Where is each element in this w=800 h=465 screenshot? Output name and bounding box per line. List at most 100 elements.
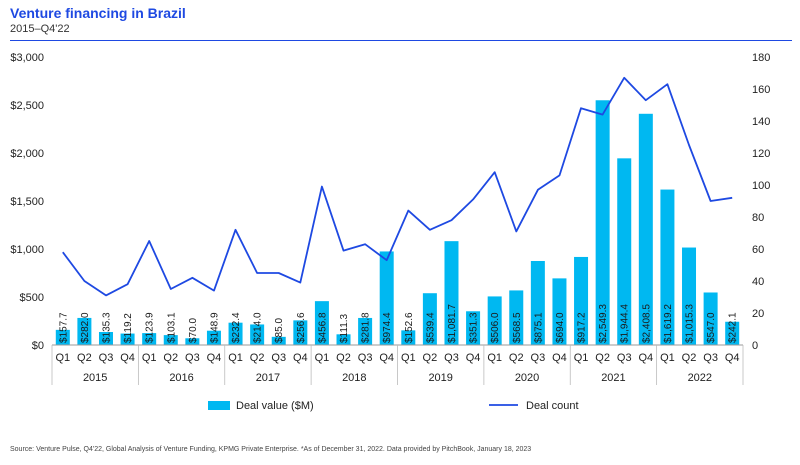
y-right-tick-label: 180 bbox=[752, 52, 770, 64]
x-tick-label: Q1 bbox=[401, 352, 416, 364]
x-tick-label: Q2 bbox=[77, 352, 92, 364]
y-left-tick-label: $2,000 bbox=[10, 148, 44, 160]
x-tick-label: Q4 bbox=[552, 352, 567, 364]
bar-value-label: $157.7 bbox=[58, 312, 69, 343]
bar bbox=[638, 113, 653, 345]
bar bbox=[422, 293, 437, 345]
bar-value-label: $103.1 bbox=[166, 312, 177, 343]
deal-count-line bbox=[62, 76, 733, 297]
legend-swatch-deal-value bbox=[208, 401, 230, 410]
bar bbox=[358, 317, 373, 345]
title-divider bbox=[10, 40, 792, 41]
bar-value-label: $506.0 bbox=[490, 312, 501, 343]
y-right-tick-label: 60 bbox=[752, 244, 764, 256]
bar-value-label: $123.9 bbox=[145, 312, 156, 343]
x-tick-label: Q1 bbox=[55, 352, 70, 364]
year-label: 2017 bbox=[256, 372, 280, 384]
bar-value-label: $1,619.2 bbox=[663, 304, 674, 343]
x-tick-label: Q4 bbox=[466, 352, 481, 364]
line-layer bbox=[62, 76, 733, 297]
x-tick-label: Q3 bbox=[185, 352, 200, 364]
y-right-tick-label: 20 bbox=[752, 308, 764, 320]
source-note: Source: Venture Pulse, Q4'22, Global Ana… bbox=[10, 446, 532, 453]
x-tick-label: Q2 bbox=[250, 352, 265, 364]
y-right-tick-label: 140 bbox=[752, 116, 770, 128]
bar-value-label: $539.4 bbox=[425, 312, 436, 343]
bar-value-label: $242.1 bbox=[728, 312, 739, 343]
year-label: 2015 bbox=[83, 372, 107, 384]
y-right-tick-label: 80 bbox=[752, 212, 764, 224]
bar-value-label: $547.0 bbox=[706, 312, 717, 343]
x-tick-label: Q4 bbox=[207, 352, 222, 364]
bar-value-label: $568.5 bbox=[512, 312, 523, 343]
x-tick-label: Q2 bbox=[163, 352, 178, 364]
bar bbox=[595, 100, 610, 345]
x-tick-label: Q1 bbox=[574, 352, 589, 364]
bar-value-label: $282.0 bbox=[80, 312, 91, 343]
bar-value-label: $694.0 bbox=[555, 312, 566, 343]
bar-value-label: $85.0 bbox=[274, 318, 285, 343]
bar bbox=[530, 260, 545, 345]
bar bbox=[552, 278, 567, 345]
bar bbox=[574, 256, 589, 345]
bar bbox=[401, 330, 416, 345]
chart-title: Venture financing in Brazil bbox=[10, 5, 186, 21]
bar-value-label: $256.6 bbox=[296, 312, 307, 343]
x-tick-label: Q4 bbox=[638, 352, 653, 364]
bar-value-label: $70.0 bbox=[188, 318, 199, 343]
bar-value-label: $1,944.4 bbox=[620, 304, 631, 343]
x-tick-label: Q3 bbox=[617, 352, 632, 364]
legend-label-deal-count: Deal count bbox=[526, 400, 579, 412]
bar bbox=[617, 158, 632, 345]
axes-layer: $0 $500 $1,000 $1,500 $2,000 $2,500 $3,000 0 20 4… bbox=[10, 52, 770, 385]
bar-value-label: $2,408.5 bbox=[641, 304, 652, 343]
y-right-tick-label: 160 bbox=[752, 84, 770, 96]
x-tick-label: Q1 bbox=[228, 352, 243, 364]
bar bbox=[98, 332, 113, 345]
bar bbox=[293, 320, 308, 345]
bar bbox=[120, 333, 135, 345]
year-label: 2018 bbox=[342, 372, 366, 384]
bar-value-label: $135.3 bbox=[101, 312, 112, 343]
bar bbox=[336, 334, 351, 345]
x-tick-label: Q2 bbox=[595, 352, 610, 364]
bar bbox=[314, 301, 329, 345]
chart-subtitle: 2015–Q4'22 bbox=[10, 23, 70, 35]
year-label: 2022 bbox=[688, 372, 712, 384]
x-tick-label: Q4 bbox=[725, 352, 740, 364]
bar bbox=[77, 317, 92, 345]
bar-value-label: $281.8 bbox=[361, 312, 372, 343]
bar bbox=[142, 333, 157, 345]
x-tick-label: Q1 bbox=[660, 352, 675, 364]
bar bbox=[509, 290, 524, 345]
bar bbox=[379, 251, 394, 345]
x-tick-label: Q3 bbox=[358, 352, 373, 364]
bar bbox=[250, 324, 265, 345]
x-tick-label: Q1 bbox=[315, 352, 330, 364]
bar-value-label: $1,081.7 bbox=[447, 304, 458, 343]
legend: Deal value ($M) Deal count bbox=[208, 400, 579, 412]
bar bbox=[163, 335, 178, 345]
bar-value-label: $351.3 bbox=[469, 312, 480, 343]
y-left-tick-label: $1,000 bbox=[10, 244, 44, 256]
legend-label-deal-value: Deal value ($M) bbox=[236, 400, 314, 412]
bar bbox=[703, 292, 718, 345]
x-tick-label: Q2 bbox=[509, 352, 524, 364]
bar bbox=[487, 296, 502, 345]
bar bbox=[682, 247, 697, 345]
x-tick-label: Q3 bbox=[444, 352, 459, 364]
bar-value-label: $1,015.3 bbox=[685, 304, 696, 343]
x-tick-label: Q3 bbox=[271, 352, 286, 364]
bar-value-label: $875.1 bbox=[533, 312, 544, 343]
year-label: 2016 bbox=[169, 372, 193, 384]
y-right-tick-label: 100 bbox=[752, 180, 770, 192]
bar-labels-layer: $157.7 $282.0 $135.3 $119.2 $123.9 $103.1 $70.… bbox=[58, 304, 738, 343]
bar-value-label: $232.4 bbox=[231, 312, 242, 343]
bar-value-label: $111.3 bbox=[339, 313, 350, 343]
x-tick-label: Q3 bbox=[99, 352, 114, 364]
x-tick-label: Q4 bbox=[379, 352, 394, 364]
bar bbox=[466, 311, 481, 345]
x-tick-label: Q1 bbox=[487, 352, 502, 364]
x-tick-label: Q4 bbox=[293, 352, 308, 364]
